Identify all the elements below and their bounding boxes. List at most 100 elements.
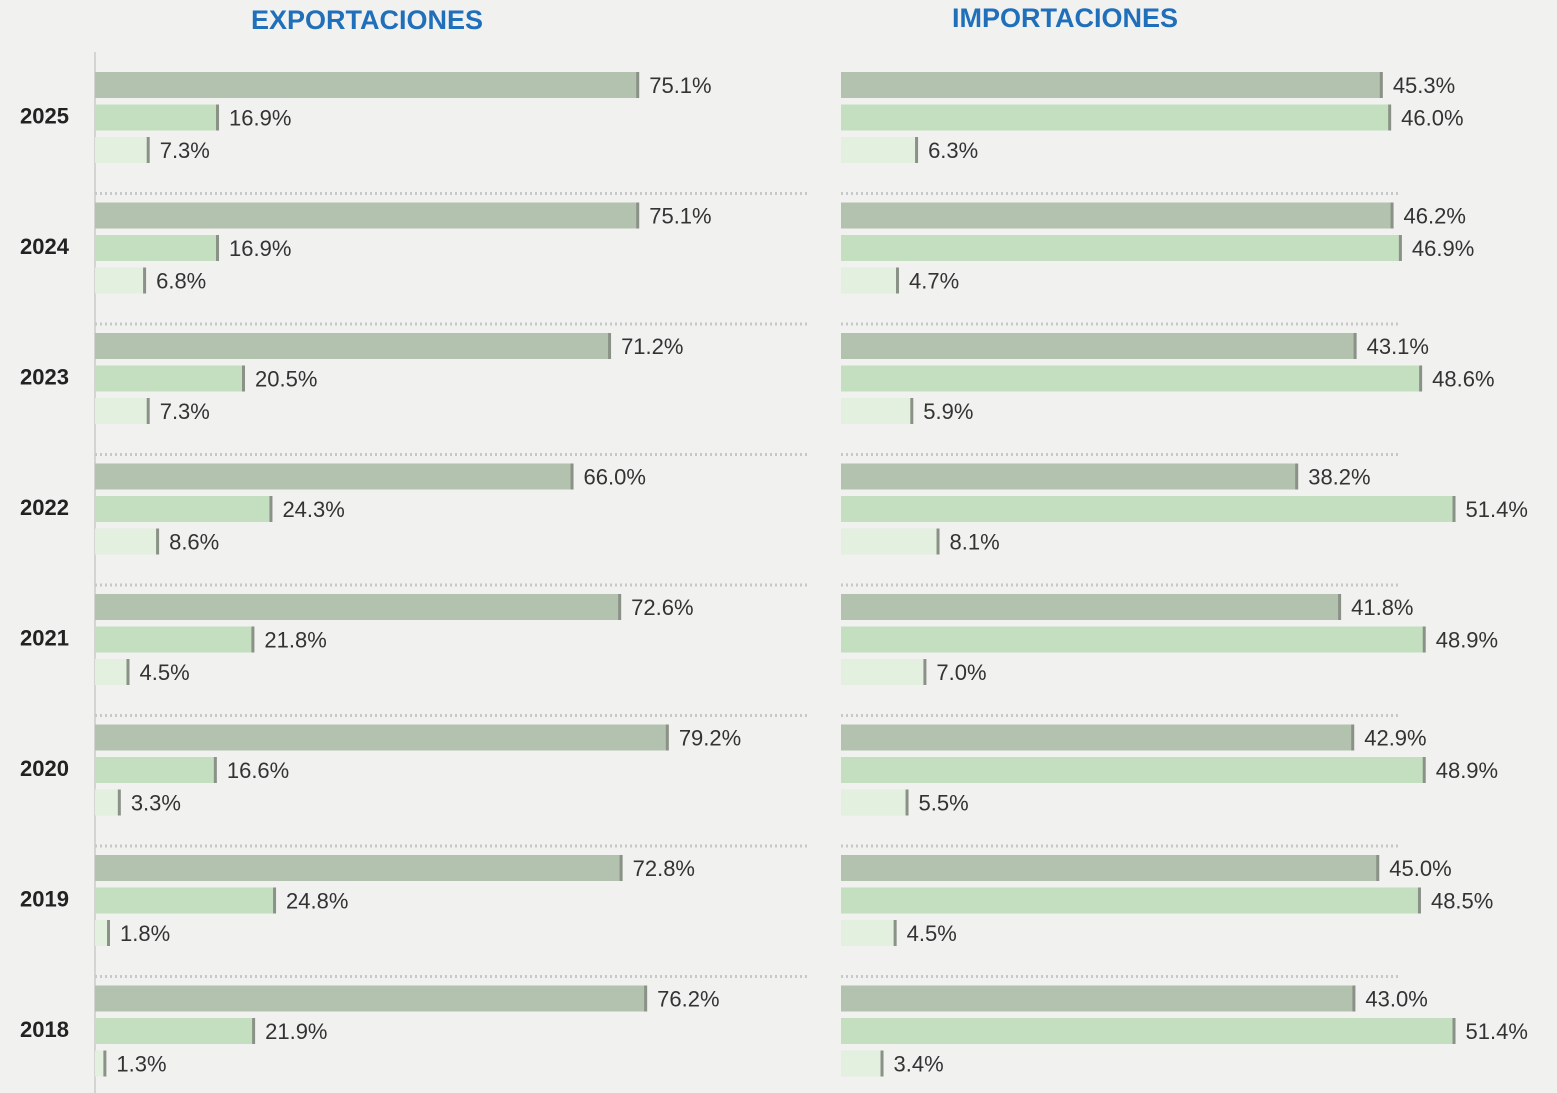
bar-edge	[636, 72, 640, 98]
data-label: 71.2%	[621, 334, 683, 359]
data-label: 48.9%	[1436, 758, 1498, 783]
bar	[841, 398, 912, 424]
bar-edge	[880, 1050, 884, 1077]
bar	[95, 985, 646, 1012]
bar	[95, 724, 667, 751]
data-label: 38.2%	[1308, 464, 1370, 489]
bar-edge	[618, 594, 622, 620]
y-tick-label: 2025	[20, 103, 69, 128]
data-label: 5.9%	[923, 399, 973, 424]
y-tick-label: 2019	[20, 886, 69, 911]
bar-edge	[146, 398, 150, 424]
bar	[95, 887, 275, 914]
bar-edge	[1419, 365, 1423, 392]
bar-edge	[216, 235, 220, 261]
bar	[841, 528, 938, 555]
data-label: 16.9%	[229, 105, 291, 130]
bar	[95, 398, 148, 424]
bar	[95, 137, 148, 163]
data-label: 51.4%	[1466, 497, 1528, 522]
data-label: 72.6%	[631, 595, 693, 620]
bar	[95, 1018, 254, 1044]
data-label: 46.2%	[1404, 203, 1466, 228]
bar-edge	[1398, 235, 1402, 261]
bar	[95, 333, 610, 359]
bar-edge	[619, 855, 623, 881]
bar-edge	[146, 137, 150, 163]
bar-edge	[1390, 202, 1394, 229]
bar	[95, 855, 621, 881]
bar-edge	[126, 659, 130, 685]
bar-edge	[665, 724, 669, 751]
data-label: 7.3%	[160, 399, 210, 424]
data-label: 4.5%	[907, 921, 957, 946]
bar	[841, 104, 1390, 131]
bar-edge	[1376, 855, 1380, 881]
data-label: 3.4%	[894, 1051, 944, 1076]
bar-edge	[213, 757, 217, 783]
bar-edge	[1338, 594, 1342, 620]
bar-edge	[905, 789, 909, 816]
data-label: 46.0%	[1401, 105, 1463, 130]
bar-edge	[893, 920, 897, 946]
data-label: 1.8%	[120, 921, 170, 946]
data-label: 6.3%	[928, 138, 978, 163]
bar	[95, 789, 119, 816]
data-label: 45.0%	[1389, 856, 1451, 881]
bar-edge	[251, 626, 255, 653]
data-label: 76.2%	[657, 986, 719, 1011]
bar-edge	[1388, 104, 1392, 131]
bar	[95, 496, 271, 522]
data-label: 41.8%	[1351, 595, 1413, 620]
data-label: 24.8%	[286, 888, 348, 913]
data-label: 3.3%	[131, 790, 181, 815]
data-label: 43.0%	[1365, 986, 1427, 1011]
bar	[841, 985, 1354, 1012]
bar-edge	[1422, 757, 1426, 783]
bar-edge	[156, 528, 160, 555]
bar-edge	[1295, 463, 1299, 490]
bar-edge	[242, 365, 246, 392]
bar	[841, 333, 1355, 359]
bar-edge	[570, 463, 574, 490]
data-label: 8.6%	[169, 529, 219, 554]
bar-edge	[1422, 626, 1426, 653]
bar-edge	[273, 887, 277, 914]
bar-edge	[252, 1018, 256, 1044]
bar	[841, 1050, 882, 1077]
bar-edge	[896, 267, 900, 294]
bar	[95, 757, 215, 783]
bar	[841, 887, 1419, 914]
bar-edge	[915, 137, 919, 163]
data-label: 79.2%	[679, 725, 741, 750]
bar	[841, 235, 1400, 261]
bar	[95, 659, 128, 685]
bar-edge	[1353, 333, 1357, 359]
data-label: 51.4%	[1466, 1019, 1528, 1044]
bar	[841, 855, 1378, 881]
bar-edge	[608, 333, 612, 359]
bar	[95, 594, 620, 620]
data-label: 45.3%	[1393, 73, 1455, 98]
bar-edge	[910, 398, 914, 424]
bar-edge	[636, 202, 640, 229]
data-label: 24.3%	[282, 497, 344, 522]
bar	[841, 496, 1454, 522]
bar	[841, 72, 1381, 98]
bar	[95, 72, 638, 98]
y-tick-label: 2023	[20, 364, 69, 389]
y-tick-label: 2024	[20, 234, 70, 259]
bar	[95, 235, 218, 261]
data-label: 7.0%	[936, 660, 986, 685]
bar-edge	[1417, 887, 1421, 914]
y-tick-label: 2018	[20, 1017, 69, 1042]
data-label: 16.9%	[229, 236, 291, 261]
bar-edge	[1351, 724, 1355, 751]
data-label: 4.5%	[139, 660, 189, 685]
data-label: 5.5%	[919, 790, 969, 815]
bar	[841, 594, 1340, 620]
bar-edge	[103, 1050, 107, 1077]
bar	[95, 267, 145, 294]
data-label: 6.8%	[156, 268, 206, 293]
